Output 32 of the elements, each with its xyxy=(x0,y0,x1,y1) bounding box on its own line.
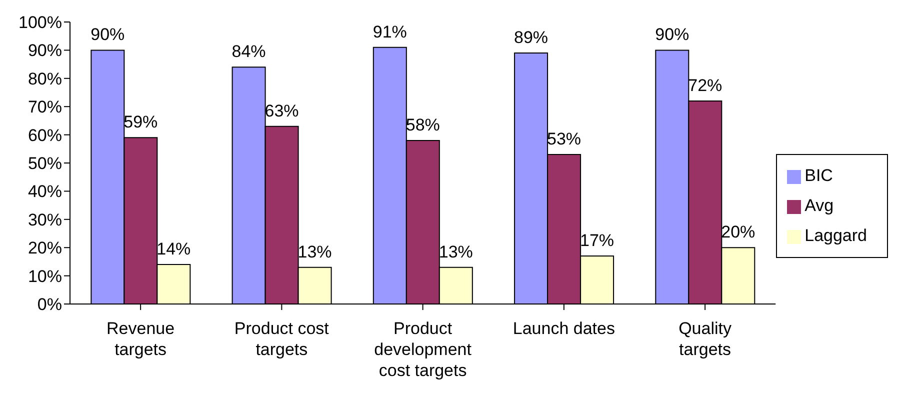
data-label: 13% xyxy=(438,242,473,262)
y-tick-label: 40% xyxy=(28,182,62,202)
x-tick-label: Product development cost targets xyxy=(374,319,472,380)
data-label: 14% xyxy=(156,240,191,259)
y-tick-label: 0% xyxy=(37,295,62,314)
data-label: 59% xyxy=(124,112,158,132)
x-tick-label: Revenue targets xyxy=(106,319,175,359)
data-label: 17% xyxy=(580,231,614,250)
y-tick-label: 50% xyxy=(28,154,62,174)
data-label: 53% xyxy=(547,130,582,149)
data-label: 91% xyxy=(372,22,407,42)
data-label: 90% xyxy=(655,25,690,44)
legend-label: Laggard xyxy=(804,226,867,245)
y-tick-label: 70% xyxy=(28,98,62,117)
y-tick-label: 80% xyxy=(28,69,62,88)
x-tick-label: Launch dates xyxy=(512,319,615,338)
y-tick-label: 100% xyxy=(18,13,62,32)
y-tick-label: 20% xyxy=(28,238,62,258)
y-tick-label: 90% xyxy=(28,41,62,60)
data-label: 72% xyxy=(688,76,722,95)
legend-label: BIC xyxy=(804,166,833,185)
data-label: 20% xyxy=(721,222,756,242)
x-tick-label: Product cost targets xyxy=(234,319,330,359)
data-label: 89% xyxy=(514,28,548,48)
x-tick-label: Quality targets xyxy=(678,319,732,359)
y-tick-label: 30% xyxy=(28,210,62,230)
y-tick-label: 10% xyxy=(28,266,62,286)
data-label: 13% xyxy=(298,242,332,262)
y-tick-label: 60% xyxy=(28,126,62,145)
data-label: 84% xyxy=(232,42,266,62)
legend-label: Avg xyxy=(804,196,834,215)
data-label: 90% xyxy=(90,25,125,44)
